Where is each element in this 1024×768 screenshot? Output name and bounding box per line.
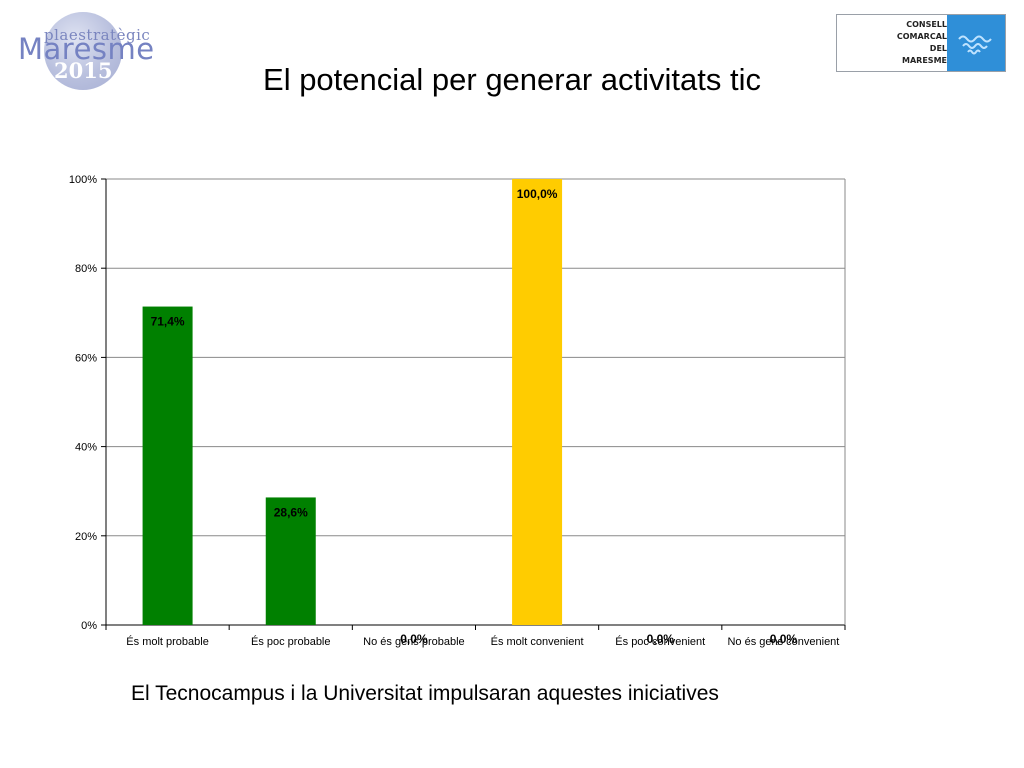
chart-gridlines: [106, 178, 845, 537]
data-label: 0,0%: [770, 632, 798, 646]
slide-caption: El Tecnocampus i la Universitat impulsar…: [131, 682, 719, 705]
consell-logo-line: COMARCAL: [896, 32, 947, 41]
data-label: 28,6%: [274, 505, 308, 519]
chart-labels: És molt probable 71,4% És poc probable 28,6…: [126, 187, 839, 648]
data-label: 71,4%: [151, 315, 185, 329]
data-label: 100,0%: [517, 187, 558, 201]
x-category-label: És poc convenient: [615, 635, 705, 648]
slide-title: El potencial per generar activitats tic: [263, 62, 761, 97]
x-category-label: És molt convenient: [491, 635, 584, 648]
chart-bars: [142, 179, 563, 625]
logo-text-maresme: Maresme: [18, 32, 155, 66]
consell-logo-line: DEL: [929, 44, 947, 53]
x-category-label: No és gens convenient: [727, 636, 839, 648]
x-category-label: És molt probable: [126, 635, 209, 648]
consell-logo-line: CONSELL: [906, 20, 947, 29]
x-category-label: No és gens probable: [363, 636, 465, 648]
y-tick-label: 0%: [81, 620, 97, 632]
x-category-label: És poc probable: [251, 635, 331, 648]
y-tick-label: 100%: [69, 174, 97, 186]
plaestrategic-logo: plaestratègic Maresme 2015: [8, 8, 158, 98]
consell-logo-line: MARESME: [902, 56, 947, 65]
logo-text-year: 2015: [54, 58, 113, 83]
logo-circle: [44, 12, 122, 90]
data-label: 0,0%: [400, 632, 428, 646]
logo-text-pla: plaestratègic: [44, 26, 151, 44]
data-label: 0,0%: [647, 632, 675, 646]
y-tick-label: 80%: [75, 263, 97, 275]
y-tick-label: 20%: [75, 531, 97, 543]
y-tick-label: 40%: [75, 442, 97, 454]
consell-comarcal-logo: CONSELL COMARCAL DEL MARESME: [836, 14, 1006, 72]
bar: [265, 497, 316, 625]
consell-logo-text: CONSELL COMARCAL DEL MARESME: [837, 19, 947, 67]
waves-emblem-icon: [947, 15, 1005, 71]
bar-chart: 0% 20% 40% 60% 80% 100% És molt probable 71,4%…: [69, 174, 846, 648]
chart-axes: 0% 20% 40% 60% 80% 100%: [69, 174, 846, 632]
bar: [142, 306, 193, 625]
y-tick-label: 60%: [75, 352, 97, 364]
bar: [512, 179, 563, 625]
